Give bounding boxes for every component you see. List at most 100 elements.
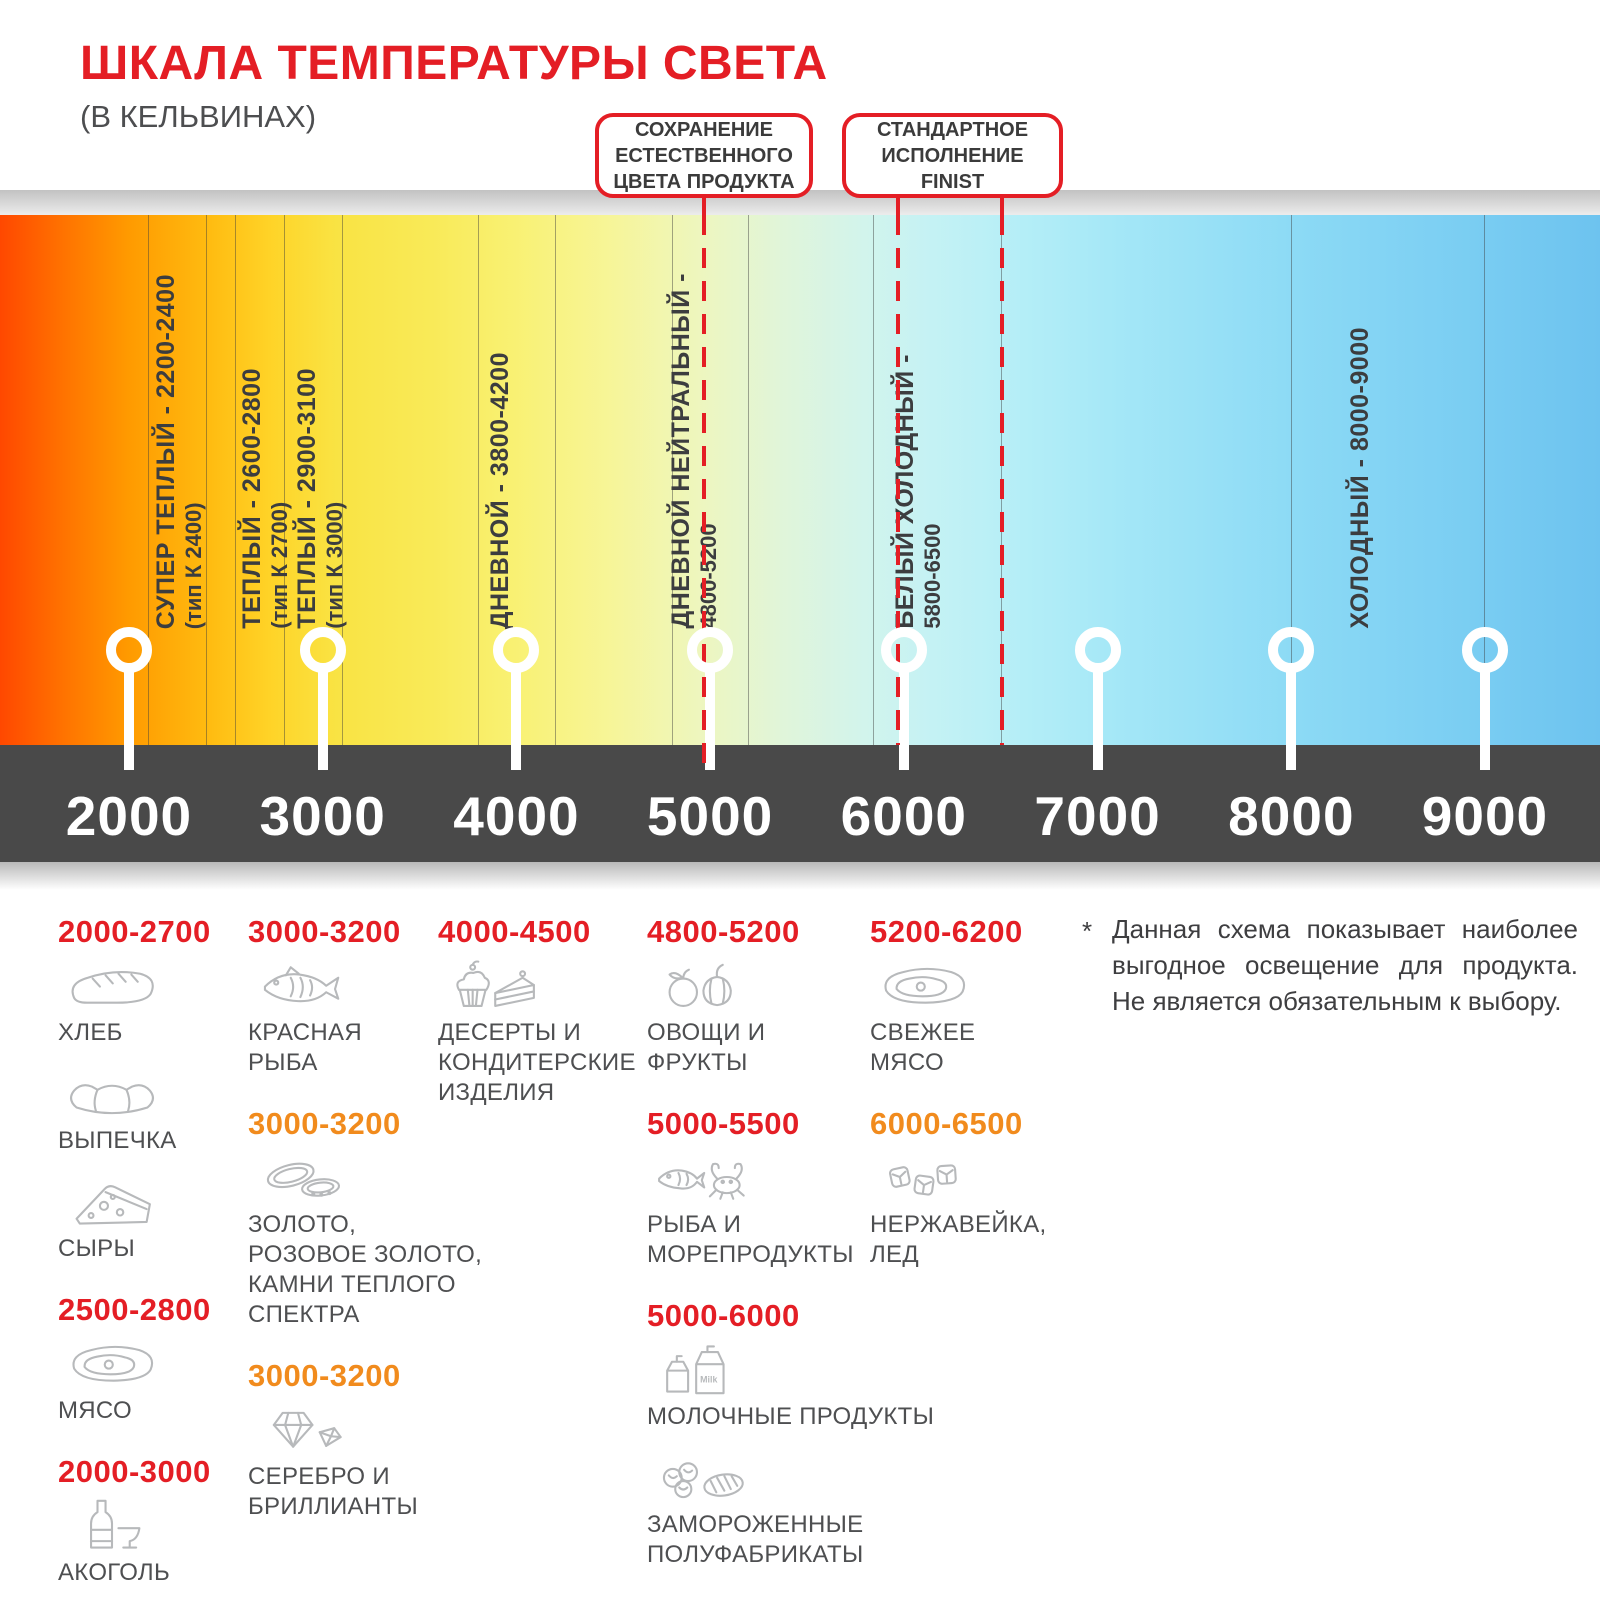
red-dashed-pointer-line — [895, 215, 900, 745]
cheese-icon — [75, 1185, 151, 1225]
category-column: 5200-6200 СВЕЖЕЕ МЯСО 6000-6500 НЕРЖАВЕЙКА,… — [870, 900, 1046, 1286]
category-item-label: ВЫПЕЧКА — [58, 1127, 177, 1154]
category-item: МЯСО — [58, 1334, 211, 1426]
category-item: СВЕЖЕЕ МЯСО — [870, 956, 1046, 1078]
diamond-icon — [272, 1411, 342, 1448]
category-item-label: МЯСО — [58, 1397, 132, 1424]
zone-boundary-line — [1484, 215, 1486, 745]
category-item-label: АКОГОЛЬ — [58, 1559, 171, 1586]
bread-icon — [71, 970, 154, 1004]
zone-boundary-line — [148, 215, 150, 745]
zone-boundary-line — [341, 215, 343, 745]
category-item: АКОГОЛЬ — [58, 1496, 211, 1588]
page-subtitle: (В КЕЛЬВИНАХ) — [80, 99, 317, 134]
zone-label-subtext: 5800-6500 — [920, 523, 946, 629]
category-item: ВЫПЕЧКА — [58, 1064, 211, 1156]
category-item-label: СЫРЫ — [58, 1235, 136, 1262]
marker-circle — [1268, 627, 1315, 673]
category-item: СЫРЫ — [58, 1172, 211, 1264]
marker-circle — [687, 627, 734, 673]
axis-tick-5000: 5000 — [646, 785, 774, 847]
category-item-label: СЕРЕБРО И БРИЛЛИАНТЫ — [248, 1463, 419, 1520]
marker-stem — [123, 668, 134, 770]
category-column: 4000-4500 ДЕСЕРТЫ И КОНДИТЕРСКИЕ ИЗДЕЛИЯ — [438, 900, 636, 1124]
callout-finist-stem — [999, 196, 1004, 217]
marker-stem — [1286, 668, 1297, 770]
rings-icon — [266, 1162, 341, 1197]
category-item-label: НЕРЖАВЕЙКА, ЛЕД — [870, 1211, 1047, 1268]
meat-icon — [72, 1345, 154, 1382]
kelvin-axis-bar — [0, 745, 1600, 862]
dessert-icon — [456, 960, 535, 1007]
seafood-icon — [658, 1162, 745, 1200]
category-range: 4800-5200 — [647, 914, 800, 949]
alcohol-icon — [90, 1499, 141, 1549]
ice-icon — [889, 1164, 957, 1196]
marker-stem — [898, 668, 909, 770]
zone-label-text: ХОЛОДНЫЙ - 8000-9000 — [1345, 327, 1374, 629]
category-range: 2000-3000 — [58, 1454, 211, 1489]
footnote-asterisk: * — [1082, 916, 1093, 946]
callout-finist-standard-text: СТАНДАРТНОЕ ИСПОЛНЕНИЕ FINIST — [876, 118, 1029, 193]
svg-text:Milk: Milk — [700, 1375, 717, 1385]
category-item: ДЕСЕРТЫ И КОНДИТЕРСКИЕ ИЗДЕЛИЯ — [438, 956, 636, 1108]
axis-tick-2000: 2000 — [65, 785, 193, 847]
zone-boundary-line — [205, 215, 207, 745]
callout-finist-stem — [895, 196, 900, 217]
zone-label: СУПЕР ТЕПЛЫЙ - 2200-2400 (тип К 2400) — [152, 274, 207, 629]
zone-label: ДНЕВНОЙ НЕЙТРАЛЬНЫЙ -4800-5200 — [667, 273, 722, 629]
category-range: 4000-4500 — [438, 914, 591, 949]
category-range: 5200-6200 — [870, 914, 1023, 949]
marker-circle — [493, 627, 540, 673]
marker-circle — [1074, 627, 1121, 673]
axis-bottom-shadow — [0, 862, 1600, 890]
category-item-label: РЫБА И МОРЕПРОДУКТЫ — [647, 1211, 854, 1268]
zone-boundary-line — [1290, 215, 1292, 745]
frozen-icon — [662, 1462, 744, 1499]
category-range: 2000-2700 — [58, 914, 211, 949]
zone-boundary-line — [284, 215, 286, 745]
category-range: 2500-2800 — [58, 1292, 211, 1327]
zone-label: ТЕПЛЫЙ - 2900-3100 (тип К 3000) — [293, 368, 348, 629]
marker-stem — [1092, 668, 1103, 770]
category-item: ЗАМОРОЖЕННЫЕ ПОЛУФАБРИКАТЫ — [647, 1448, 934, 1570]
zone-label-text: ТЕПЛЫЙ - 2900-3100 — [292, 368, 321, 629]
zone-boundary-line — [873, 215, 875, 745]
category-column: 2000-2700 ХЛЕБ ВЫПЕЧКА СЫРЫ 2500-2800 МЯСО 200… — [58, 900, 211, 1600]
axis-tick-4000: 4000 — [453, 785, 580, 847]
category-item: Milk МОЛОЧНЫЕ ПРОДУКТЫ — [647, 1340, 934, 1432]
category-item-label: ДЕСЕРТЫ И КОНДИТЕРСКИЕ ИЗДЕЛИЯ — [438, 1019, 636, 1106]
zone-label-subtext: 4800-5200 — [696, 523, 722, 629]
category-range: 5000-6000 — [647, 1298, 800, 1333]
zone-label-text: ТЕПЛЫЙ - 2600-2800 — [238, 368, 267, 629]
category-range: 6000-6500 — [870, 1106, 1023, 1141]
axis-tick-6000: 6000 — [840, 785, 968, 847]
zone-boundary-line — [748, 215, 750, 745]
croissant-icon — [70, 1084, 154, 1115]
fruit-veg-icon — [668, 963, 732, 1007]
category-range: 3000-3200 — [248, 1358, 401, 1393]
callout-natural-color-text: СОХРАНЕНИЕ ЕСТЕСТВЕННОГО ЦВЕТА ПРОДУКТА — [613, 118, 795, 193]
fish-icon — [263, 966, 340, 1003]
marker-circle — [299, 627, 346, 673]
footnote: * Данная схема показывает наиболее выгод… — [1080, 912, 1578, 1020]
milk-icon: Milk — [666, 1345, 725, 1395]
footnote-text: Данная схема показывает наиболее выгодно… — [1112, 914, 1578, 1016]
red-dashed-pointer-line — [999, 215, 1004, 745]
zone-label-text: ДНЕВНОЙ - 3800-4200 — [486, 351, 515, 629]
category-item-label: ОВОЩИ И ФРУКТЫ — [647, 1019, 766, 1076]
category-item: СЕРЕБРО И БРИЛЛИАНТЫ — [248, 1400, 482, 1522]
category-item: РЫБА И МОРЕПРОДУКТЫ — [647, 1148, 934, 1270]
marker-stem — [317, 668, 328, 770]
zone-boundary-line — [671, 215, 673, 745]
marker-stem — [511, 668, 522, 770]
axis-tick-3000: 3000 — [259, 785, 386, 847]
zone-boundary-line — [554, 215, 556, 745]
category-item-label: ЗОЛОТО, РОЗОВОЕ ЗОЛОТО, КАМНИ ТЕПЛОГО СП… — [248, 1211, 483, 1328]
zone-label-text: СУПЕР ТЕПЛЫЙ - 2200-2400 — [152, 273, 180, 629]
zone-label-subtext: (тип К 3000) — [321, 502, 347, 629]
category-item: ЗОЛОТО, РОЗОВОЕ ЗОЛОТО, КАМНИ ТЕПЛОГО СП… — [248, 1148, 482, 1330]
header: ШКАЛА ТЕМПЕРАТУРЫ СВЕТА (В КЕЛЬВИНАХ) — [80, 36, 828, 135]
steak-icon — [884, 967, 966, 1004]
category-item-label: КРАСНАЯ РЫБА — [248, 1019, 362, 1076]
